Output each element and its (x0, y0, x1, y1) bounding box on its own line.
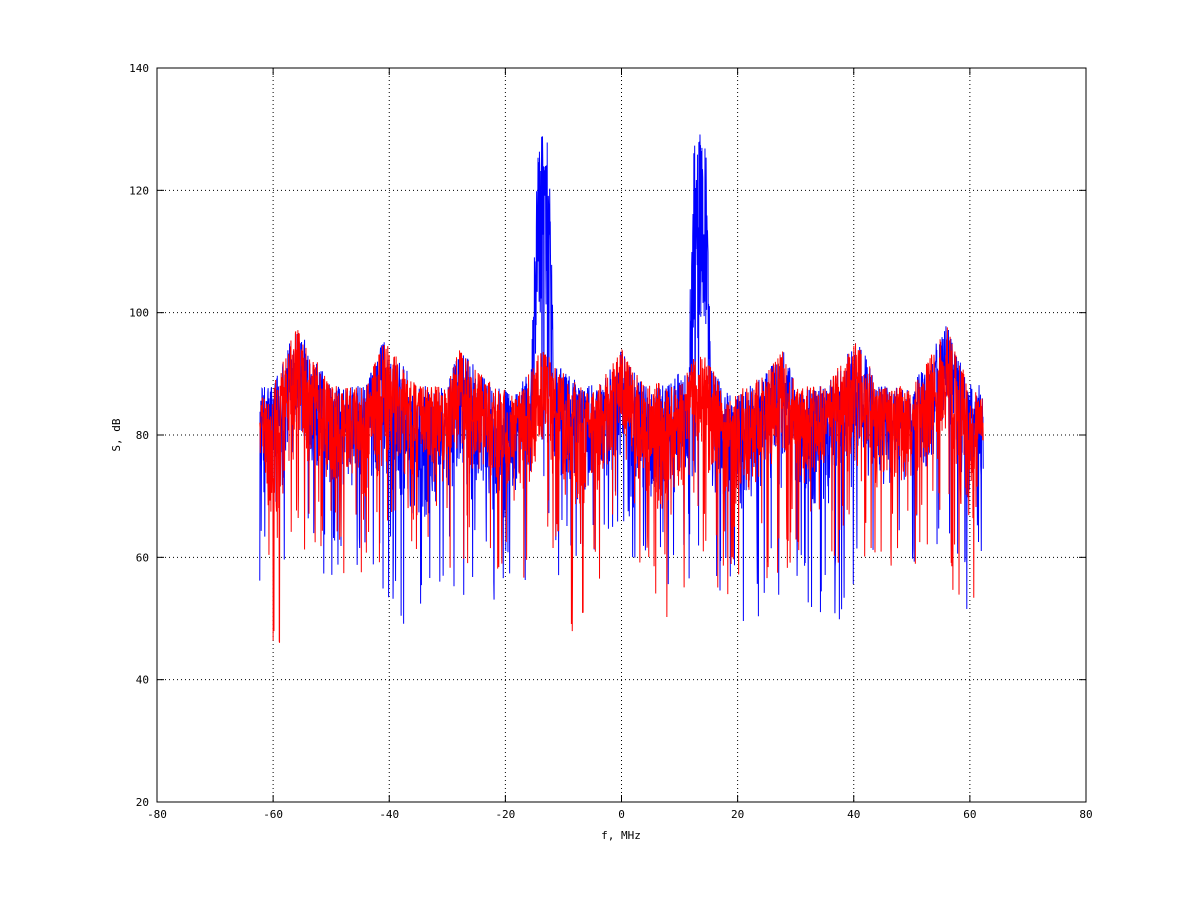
x-tick-label: 0 (618, 808, 625, 821)
y-tick-label: 100 (129, 307, 149, 320)
x-tick-label: 20 (731, 808, 744, 821)
y-tick-label: 80 (136, 429, 149, 442)
axis-ticks: -80 -60 -40 -20 0 20 40 60 80 20 40 60 80 100 120 140 (129, 62, 1093, 821)
grid-lines (157, 68, 1086, 802)
y-tick-label: 40 (136, 674, 149, 687)
x-tick-label: -60 (263, 808, 283, 821)
x-tick-label: 80 (1079, 808, 1092, 821)
y-tick-label: 20 (136, 796, 149, 809)
y-tick-label: 60 (136, 551, 149, 564)
x-tick-label: 60 (963, 808, 976, 821)
y-axis-label: S, dB (110, 418, 123, 451)
x-tick-label: 40 (847, 808, 860, 821)
series-line-2 (259, 327, 984, 643)
x-axis-label: f, MHz (601, 829, 641, 842)
y-tick-label: 120 (129, 184, 149, 197)
x-tick-label: -20 (495, 808, 515, 821)
y-tick-label: 140 (129, 62, 149, 75)
series-layer (259, 134, 984, 643)
x-tick-label: -80 (147, 808, 167, 821)
x-tick-label: -40 (379, 808, 399, 821)
